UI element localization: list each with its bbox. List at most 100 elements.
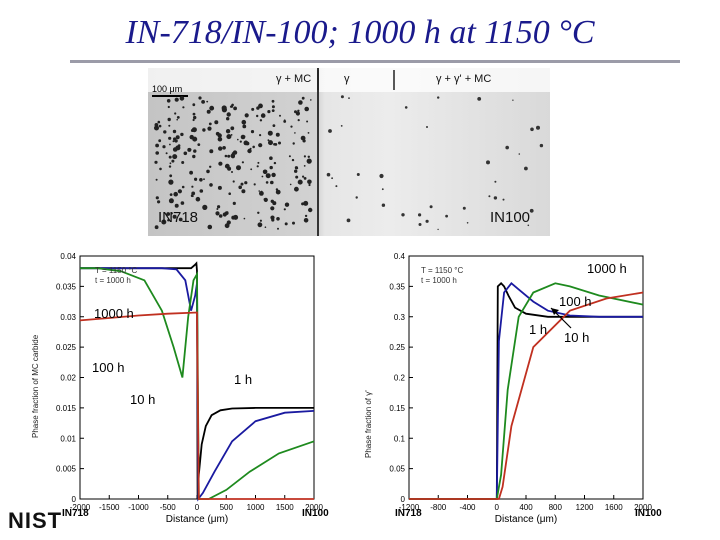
carbide-particle [168, 124, 171, 127]
carbide-particle [295, 111, 300, 116]
series-line-1h [80, 261, 314, 500]
gamma-prime-fraction-chart: 00.050.10.150.20.250.30.350.4 -1200 -800-… [365, 252, 662, 525]
carbide-particle [291, 158, 295, 162]
precipitate-particle [493, 196, 498, 200]
precipitate-particle [381, 203, 386, 207]
carbide-particle [303, 177, 307, 180]
carbide-particle [258, 143, 263, 148]
end-label-in100: IN100 [635, 508, 662, 519]
carbide-particle [182, 106, 185, 109]
carbide-particle [226, 211, 229, 214]
carbide-particle [199, 178, 203, 182]
title-underline [70, 60, 680, 63]
carbide-particle [222, 146, 226, 150]
carbide-particles [154, 95, 544, 231]
carbide-particle [294, 186, 299, 192]
carbide-particle [304, 106, 309, 112]
phase-label-gamma-prime-mc: γ + γ' + MC [436, 73, 491, 85]
carbide-particle [294, 169, 298, 173]
nist-logo: NIST [8, 508, 63, 533]
carbide-particle [271, 105, 275, 109]
carbide-particle [162, 145, 166, 149]
end-label-in718: IN718 [395, 508, 422, 519]
carbide-particle [250, 130, 255, 134]
y-tick-label: 0.1 [394, 434, 406, 443]
carbide-particle [177, 189, 182, 194]
x-tick-labels: -2000 -1500 -1000 -500 0 500 1000 1500 2000 [70, 495, 323, 512]
precipitate-particle [328, 129, 332, 133]
carbide-particle [172, 214, 177, 219]
carbide-particle [192, 103, 196, 107]
carbide-particle [276, 217, 280, 221]
carbide-particle [230, 134, 233, 136]
legend-temperature: T = 1150 °C [421, 266, 463, 275]
carbide-particle [273, 143, 276, 146]
precipitate-particle [425, 219, 429, 223]
carbide-particle [236, 165, 241, 171]
carbide-particle [251, 107, 255, 111]
carbide-particle [275, 189, 281, 195]
y-tick-label: 0.02 [60, 374, 76, 383]
carbide-particle [300, 135, 306, 141]
carbide-particle [297, 119, 300, 122]
carbide-particle [180, 201, 185, 205]
carbide-particle [256, 114, 259, 118]
carbide-particle [271, 172, 276, 178]
carbide-particle [279, 114, 281, 117]
carbide-particle [170, 212, 173, 215]
carbide-particle [232, 201, 236, 205]
carbide-particle [191, 185, 194, 188]
carbide-particle [217, 205, 221, 209]
carbide-particle [267, 110, 271, 114]
precipitate-particle [426, 126, 428, 128]
precipitate-particle [488, 195, 491, 198]
carbide-particle [155, 196, 159, 200]
precipitate-particle [529, 208, 534, 213]
carbide-particle [283, 120, 287, 123]
carbide-particle [189, 170, 193, 175]
x-tick-label: -1500 [99, 503, 120, 512]
carbide-particle [218, 146, 223, 151]
carbide-particle [295, 175, 299, 179]
phase-label-gamma-mc: γ + MC [276, 73, 311, 85]
carbide-particle [167, 105, 170, 109]
carbide-particle [167, 219, 170, 222]
carbide-particle [268, 140, 273, 146]
carbide-particle [217, 185, 222, 190]
annotation-arrow-head [551, 308, 559, 315]
carbide-particle [227, 166, 232, 171]
carbide-particle [192, 136, 198, 142]
carbide-particle [272, 201, 277, 206]
carbide-particle [227, 154, 231, 158]
carbide-particle [284, 202, 290, 207]
carbide-particle [237, 138, 239, 141]
carbide-particle [216, 208, 219, 210]
carbide-particle [154, 160, 158, 164]
carbide-particle [165, 152, 168, 155]
precipitate-particle [355, 196, 358, 199]
carbide-particle [221, 105, 227, 111]
y-axis-label: Phase fraction of MC carbide [31, 334, 40, 438]
micrograph-background [148, 68, 550, 236]
carbide-particle [275, 132, 280, 137]
carbide-particle [261, 175, 264, 178]
precipitate-particle [346, 218, 351, 223]
carbide-particle [297, 179, 303, 185]
series-line-1000h [79, 311, 314, 500]
precipitate-particle [462, 206, 466, 210]
micrograph-image: γ + MC γ γ + γ' + MC 100 μm IN718 IN100 [148, 68, 550, 236]
carbide-particle [292, 221, 295, 225]
carbide-particle [206, 109, 211, 114]
carbide-particle [259, 119, 263, 122]
carbide-particle [298, 100, 303, 105]
carbide-particle [179, 96, 185, 101]
precipitate-particle [524, 166, 528, 171]
annotation-1h: 1 h [234, 372, 252, 387]
carbide-particle [233, 214, 239, 220]
y-tick-label: 0.35 [389, 282, 405, 291]
y-tick-label: 0.025 [56, 343, 77, 352]
carbide-particle [174, 112, 177, 115]
x-tick-label: 1200 [576, 503, 594, 512]
precipitate-particle [477, 97, 482, 101]
carbide-particle [189, 148, 192, 151]
